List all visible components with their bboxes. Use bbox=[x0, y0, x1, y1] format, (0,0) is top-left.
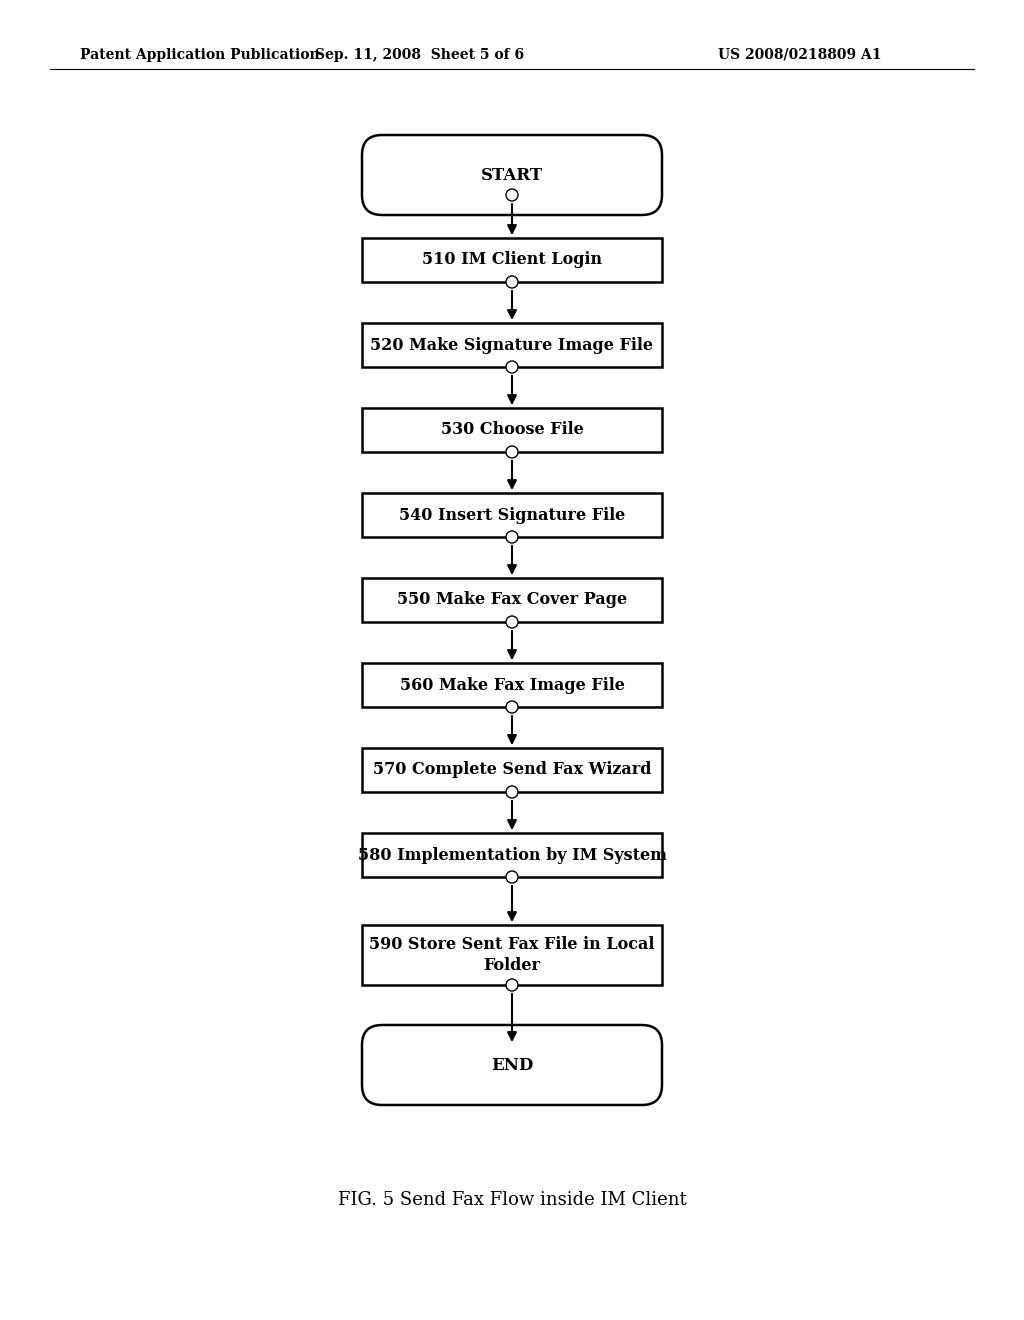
Text: 560 Make Fax Image File: 560 Make Fax Image File bbox=[399, 676, 625, 693]
Circle shape bbox=[506, 871, 518, 883]
Circle shape bbox=[506, 701, 518, 713]
Text: 530 Choose File: 530 Choose File bbox=[440, 421, 584, 438]
Circle shape bbox=[506, 616, 518, 628]
FancyBboxPatch shape bbox=[362, 135, 662, 215]
Bar bbox=[362, 663, 662, 708]
Circle shape bbox=[506, 531, 518, 543]
Bar bbox=[362, 833, 662, 876]
Bar bbox=[362, 238, 662, 282]
Text: FIG. 5 Send Fax Flow inside IM Client: FIG. 5 Send Fax Flow inside IM Client bbox=[338, 1191, 686, 1209]
Text: END: END bbox=[490, 1056, 534, 1073]
Text: 510 IM Client Login: 510 IM Client Login bbox=[422, 252, 602, 268]
Text: Sep. 11, 2008  Sheet 5 of 6: Sep. 11, 2008 Sheet 5 of 6 bbox=[315, 48, 524, 62]
Text: 580 Implementation by IM System: 580 Implementation by IM System bbox=[357, 846, 667, 863]
Text: 520 Make Signature Image File: 520 Make Signature Image File bbox=[371, 337, 653, 354]
Bar bbox=[362, 323, 662, 367]
Circle shape bbox=[506, 446, 518, 458]
Text: 540 Insert Signature File: 540 Insert Signature File bbox=[399, 507, 625, 524]
Circle shape bbox=[506, 360, 518, 374]
Text: 590 Store Sent Fax File in Local
Folder: 590 Store Sent Fax File in Local Folder bbox=[370, 936, 654, 974]
Bar bbox=[362, 408, 662, 451]
Circle shape bbox=[506, 276, 518, 288]
Bar bbox=[362, 925, 662, 985]
Bar bbox=[362, 578, 662, 622]
Text: Patent Application Publication: Patent Application Publication bbox=[80, 48, 319, 62]
Circle shape bbox=[506, 189, 518, 201]
Circle shape bbox=[506, 979, 518, 991]
Bar bbox=[362, 748, 662, 792]
Text: US 2008/0218809 A1: US 2008/0218809 A1 bbox=[718, 48, 882, 62]
Text: 570 Complete Send Fax Wizard: 570 Complete Send Fax Wizard bbox=[373, 762, 651, 779]
Circle shape bbox=[506, 785, 518, 799]
Text: START: START bbox=[481, 166, 543, 183]
Text: 550 Make Fax Cover Page: 550 Make Fax Cover Page bbox=[397, 591, 627, 609]
FancyBboxPatch shape bbox=[362, 1026, 662, 1105]
Bar bbox=[362, 492, 662, 537]
